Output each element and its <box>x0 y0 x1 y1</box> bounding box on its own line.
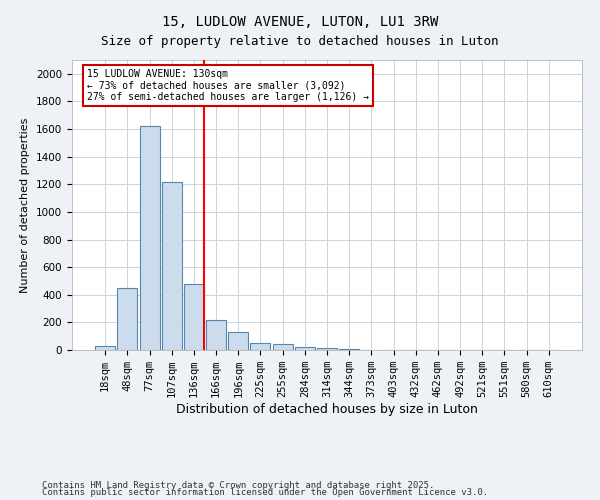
Bar <box>339 348 359 350</box>
Bar <box>317 348 337 350</box>
Text: Contains HM Land Registry data © Crown copyright and database right 2025.: Contains HM Land Registry data © Crown c… <box>42 480 434 490</box>
Y-axis label: Number of detached properties: Number of detached properties <box>20 118 31 292</box>
Bar <box>295 346 315 350</box>
Bar <box>162 182 182 350</box>
Bar <box>250 343 271 350</box>
Bar <box>206 320 226 350</box>
Text: Size of property relative to detached houses in Luton: Size of property relative to detached ho… <box>101 35 499 48</box>
Bar <box>95 346 115 350</box>
Bar <box>118 288 137 350</box>
Bar <box>140 126 160 350</box>
Text: 15, LUDLOW AVENUE, LUTON, LU1 3RW: 15, LUDLOW AVENUE, LUTON, LU1 3RW <box>162 15 438 29</box>
X-axis label: Distribution of detached houses by size in Luton: Distribution of detached houses by size … <box>176 403 478 416</box>
Bar <box>228 332 248 350</box>
Bar <box>272 344 293 350</box>
Bar <box>184 284 204 350</box>
Text: Contains public sector information licensed under the Open Government Licence v3: Contains public sector information licen… <box>42 488 488 497</box>
Text: 15 LUDLOW AVENUE: 130sqm
← 73% of detached houses are smaller (3,092)
27% of sem: 15 LUDLOW AVENUE: 130sqm ← 73% of detach… <box>88 68 370 102</box>
